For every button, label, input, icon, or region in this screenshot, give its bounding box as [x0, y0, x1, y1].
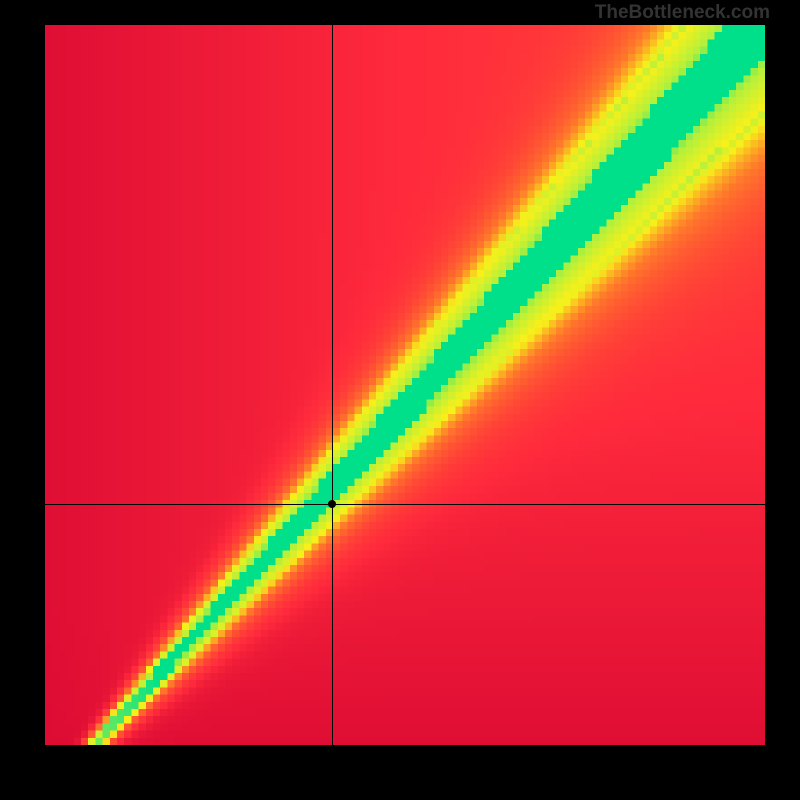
heatmap-plot [45, 25, 765, 745]
heatmap-canvas [45, 25, 765, 745]
watermark-text: TheBottleneck.com [595, 2, 770, 24]
